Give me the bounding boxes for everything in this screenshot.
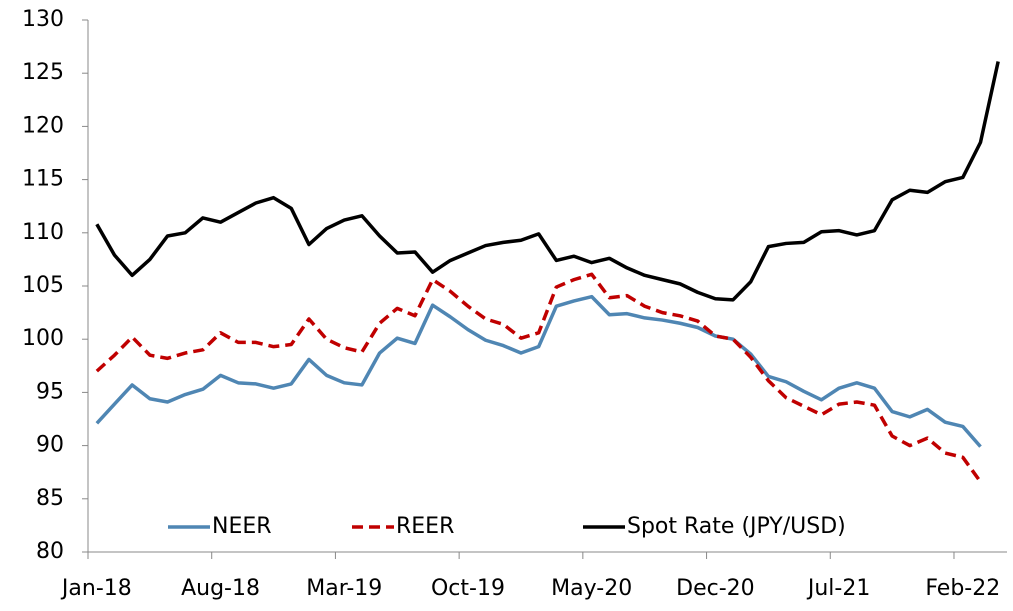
series-line: [95, 294, 982, 448]
x-tick-label: Aug-18: [181, 576, 260, 601]
x-tick-label: Jan-18: [60, 576, 132, 601]
y-tick-label: 90: [36, 433, 64, 458]
x-tick-label: May-20: [551, 576, 632, 601]
y-tick-label: 120: [22, 113, 64, 138]
y-tick-label: 130: [22, 7, 64, 32]
x-tick-label: Mar-19: [306, 576, 382, 601]
x-tick-label: Oct-19: [431, 576, 505, 601]
y-tick-label: 110: [22, 220, 64, 245]
x-tick-label: Jul-21: [806, 576, 870, 601]
y-tick-label: 100: [22, 326, 64, 351]
legend-label: NEER: [212, 514, 272, 539]
series-line: [95, 272, 982, 483]
x-tick-label: Dec-20: [676, 576, 755, 601]
y-tick-label: 85: [36, 486, 64, 511]
y-tick-label: 105: [22, 273, 64, 298]
y-tick-label: 95: [36, 379, 64, 404]
x-tick-label: Feb-22: [925, 576, 1000, 601]
y-tick-label: 125: [22, 60, 64, 85]
series-line: [95, 61, 1000, 302]
y-tick-label: 115: [22, 167, 64, 192]
legend-label: REER: [396, 514, 454, 539]
y-tick-label: 80: [36, 539, 64, 564]
legend-label: Spot Rate (JPY/USD): [627, 514, 846, 539]
